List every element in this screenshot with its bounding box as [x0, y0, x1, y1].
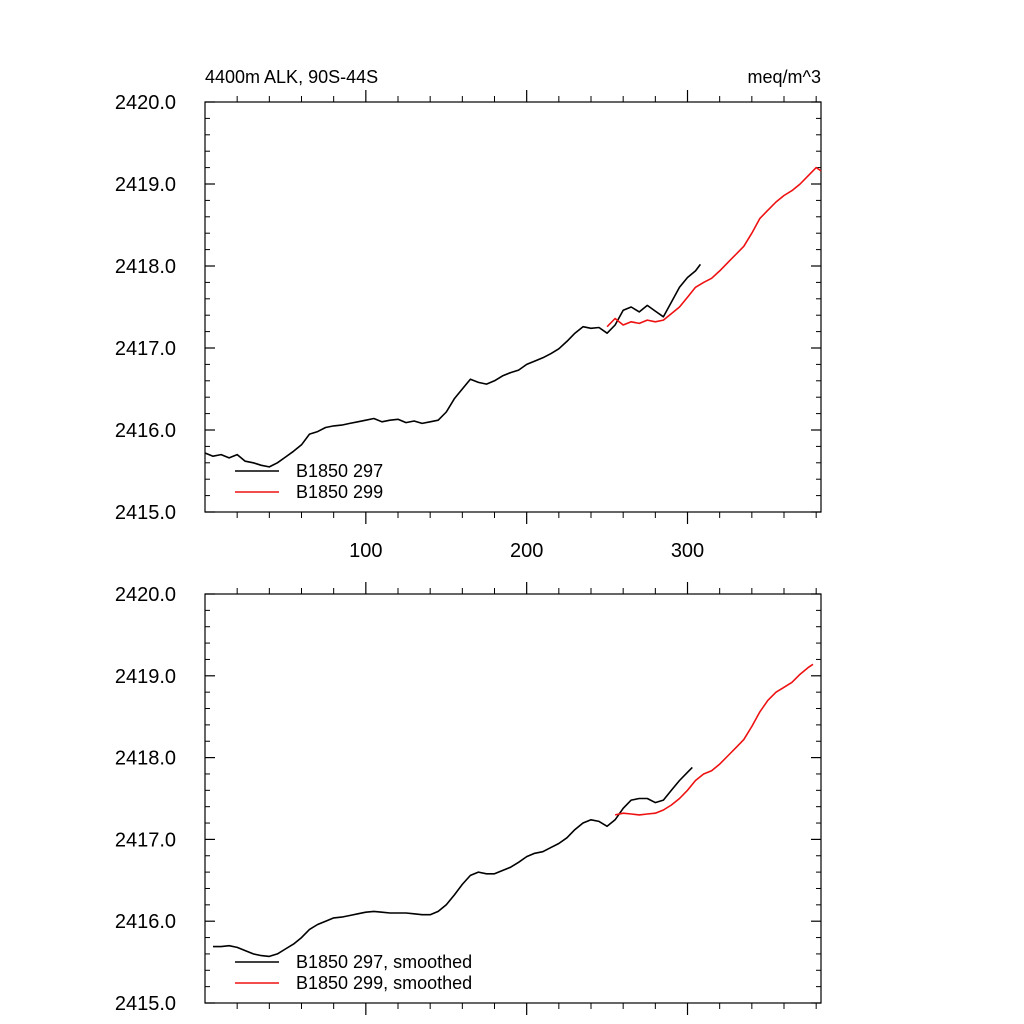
- y-tick-label: 2415.0: [115, 993, 176, 1015]
- x-tick-label: 200: [510, 540, 543, 562]
- plot-frame: [204, 593, 822, 1004]
- units-label: meq/m^3: [748, 67, 821, 87]
- legend-label-0: B1850 297, smoothed: [296, 952, 472, 972]
- x-tick-label: 300: [671, 540, 704, 562]
- y-tick-label: 2419.0: [115, 174, 176, 196]
- x-tick-label: 100: [349, 540, 382, 562]
- chart-title: 4400m ALK, 90S-44S: [205, 67, 378, 87]
- legend-label-1: B1850 299, smoothed: [296, 973, 472, 993]
- y-tick-label: 2416.0: [115, 911, 176, 933]
- y-tick-label: 2416.0: [115, 420, 176, 442]
- y-tick-label: 2415.0: [115, 502, 176, 524]
- top-panel: 2415.0 2416.0 2417.0 2418.0 2419.0 2420.0 100 2…: [115, 90, 822, 562]
- series-line-0: [204, 263, 702, 468]
- series-line-0: [213, 766, 693, 958]
- y-tick-label: 2418.0: [115, 256, 176, 278]
- y-tick-label: 2420.0: [115, 584, 176, 606]
- bottom-panel: 2415.0 2416.0 2417.0 2418.0 2419.0 2420.0 B185…: [115, 582, 822, 1015]
- series-line-1: [606, 166, 822, 328]
- y-tick-label: 2417.0: [115, 338, 176, 360]
- legend-label-0: B1850 297: [296, 461, 383, 481]
- y-tick-label: 2418.0: [115, 748, 176, 770]
- y-tick-label: 2419.0: [115, 666, 176, 688]
- series-line-1: [614, 663, 814, 816]
- y-tick-label: 2417.0: [115, 829, 176, 851]
- plot-frame: [204, 101, 822, 513]
- y-tick-label: 2420.0: [115, 92, 176, 114]
- legend-label-1: B1850 299: [296, 482, 383, 502]
